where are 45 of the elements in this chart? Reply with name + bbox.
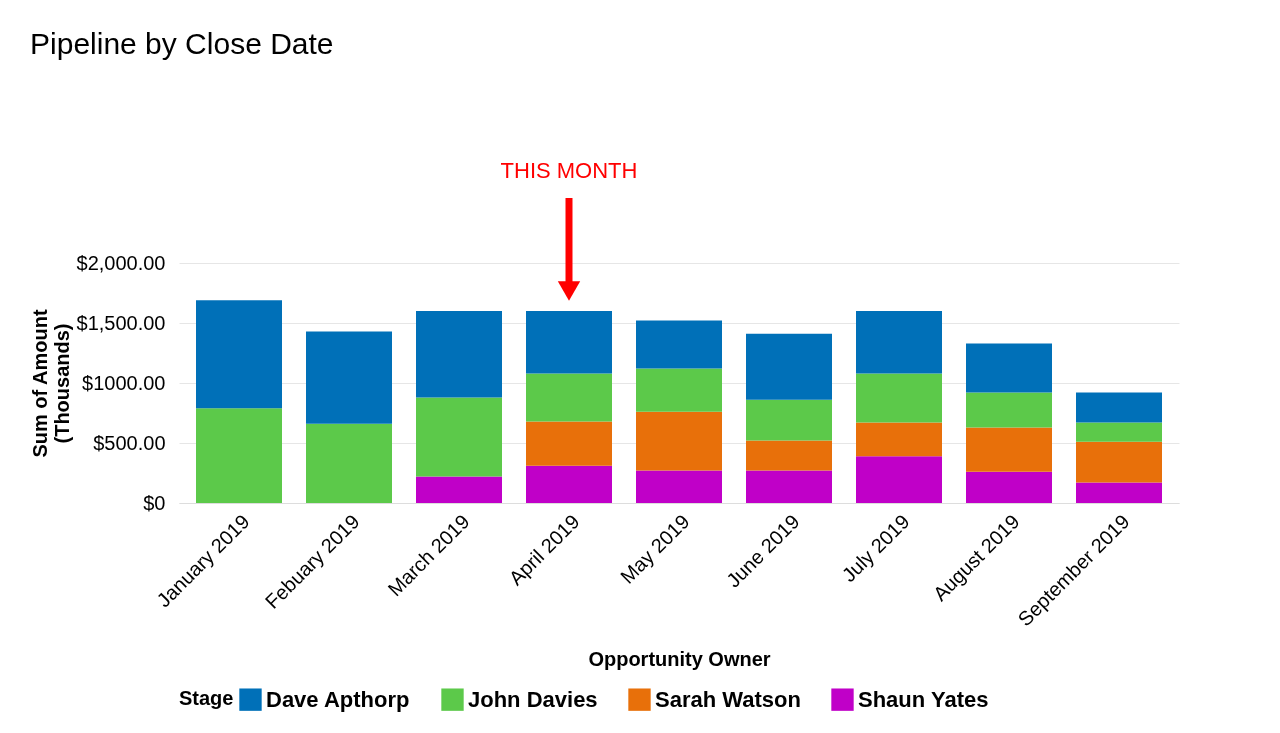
bar xyxy=(856,422,942,457)
bar xyxy=(526,465,612,503)
text: THIS MONTH xyxy=(500,158,638,183)
bar xyxy=(856,373,942,423)
bar xyxy=(746,333,832,400)
bar xyxy=(526,311,612,374)
bar xyxy=(1076,422,1162,442)
y-tick-label: $500.00 xyxy=(93,431,166,454)
chart-title: Pipeline by Close Date xyxy=(30,27,334,60)
y-tick-label: $2,000.00 xyxy=(76,251,166,274)
bar xyxy=(636,411,722,471)
bar xyxy=(966,343,1052,393)
legend-label: John Davies xyxy=(468,686,598,712)
bar xyxy=(746,399,832,441)
y-axis-title: Sum of Amount (Thousands) xyxy=(28,309,73,458)
bar xyxy=(856,311,942,374)
bar xyxy=(196,300,282,409)
bar xyxy=(196,408,282,503)
bar xyxy=(416,397,502,477)
bar xyxy=(306,331,392,424)
bar xyxy=(416,311,502,398)
bar xyxy=(1076,482,1162,503)
x-axis-title: Opportunity Owner xyxy=(588,648,771,671)
bar xyxy=(306,423,392,503)
bar xyxy=(526,421,612,466)
bar xyxy=(856,456,942,503)
y-tick-label: $0 xyxy=(143,491,166,514)
bar xyxy=(636,368,722,412)
bar xyxy=(1076,392,1162,423)
bar xyxy=(966,392,1052,428)
bar xyxy=(636,320,722,369)
legend-label: Shaun Yates xyxy=(858,686,989,712)
legend-label: Sarah Watson xyxy=(655,686,801,712)
bar xyxy=(746,440,832,471)
bar xyxy=(966,471,1052,503)
bar xyxy=(526,373,612,422)
bar xyxy=(636,470,722,503)
bar xyxy=(1076,441,1162,483)
bar xyxy=(966,427,1052,472)
bar xyxy=(416,476,502,503)
legend-label: Dave Apthorp xyxy=(266,686,410,712)
bar xyxy=(746,470,832,503)
y-tick-label: $1,500.00 xyxy=(76,311,166,334)
legend-title: Stage xyxy=(179,687,234,709)
y-tick-label: $1000.00 xyxy=(82,371,166,394)
